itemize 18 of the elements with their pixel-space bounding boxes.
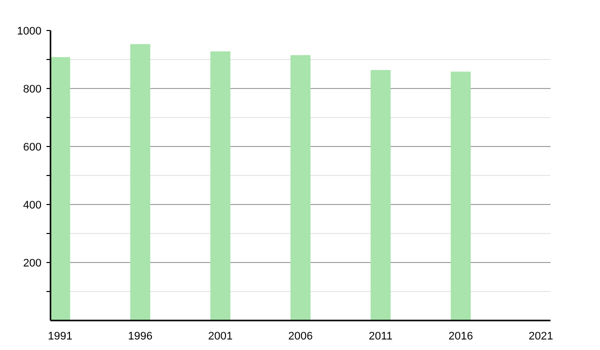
x-tick-label: 1996 [128, 330, 152, 342]
y-tick-label: 200 [23, 258, 42, 270]
x-tick-label: 2001 [208, 330, 233, 342]
y-tick-label: 800 [23, 84, 42, 96]
x-tick-label: 2011 [368, 330, 392, 342]
bar [130, 44, 150, 320]
x-tick-label: 2006 [288, 330, 313, 342]
y-tick-label: 400 [23, 200, 42, 212]
x-tick-label: 2016 [448, 330, 474, 342]
bar [210, 51, 230, 320]
x-tick-label: 1991 [48, 330, 72, 342]
bar [290, 55, 311, 320]
bar [370, 70, 391, 320]
bar [450, 72, 471, 320]
y-tick-label: 1000 [17, 26, 42, 38]
bar [50, 57, 70, 320]
x-tick-label: 2021 [528, 330, 554, 342]
y-tick-label: 600 [23, 142, 42, 154]
